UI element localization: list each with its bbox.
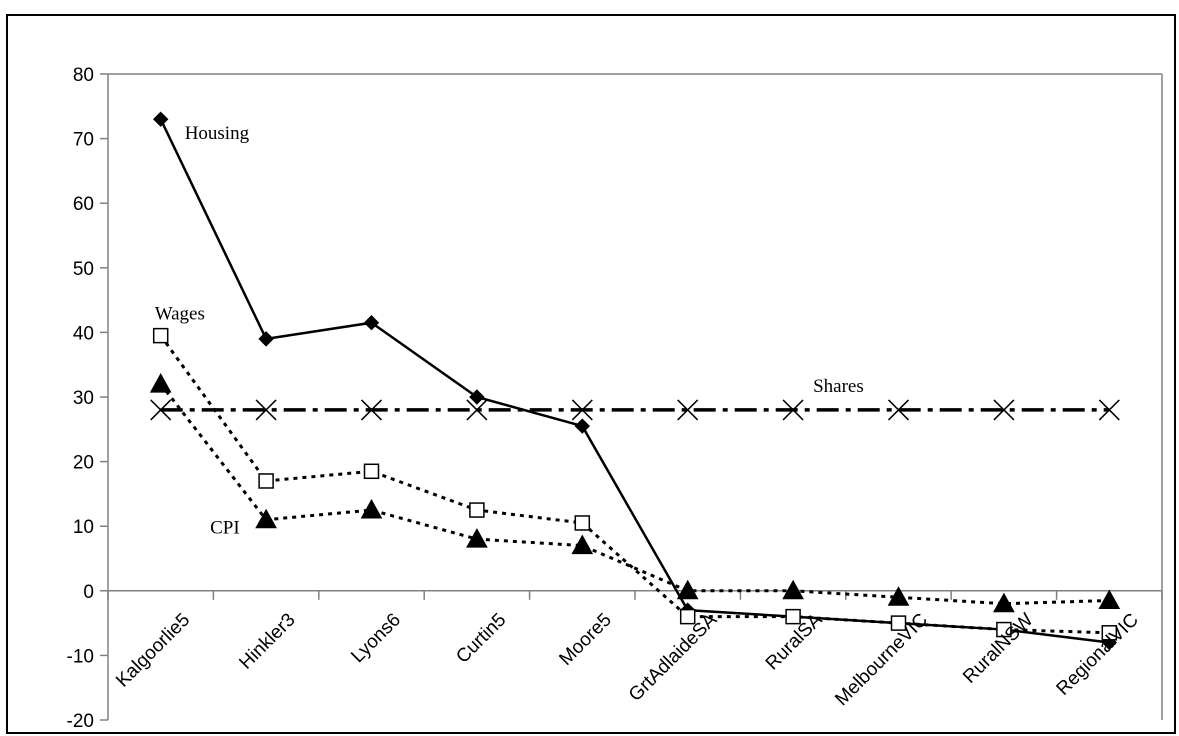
point-housing	[469, 389, 485, 405]
point-wages	[363, 463, 380, 480]
point-housing	[258, 331, 274, 347]
series-label-housing: Housing	[185, 123, 250, 144]
point-cpi	[1098, 589, 1121, 609]
point-housing	[574, 418, 591, 434]
point-shares	[993, 399, 1015, 421]
point-shares	[782, 399, 804, 421]
point-shares	[571, 399, 593, 421]
y-tick-label: 0	[83, 582, 94, 603]
point-cpi	[571, 534, 594, 555]
point-shares	[150, 399, 172, 421]
y-tick-label: 40	[73, 323, 94, 344]
x-tick-label: Lyons6	[347, 609, 405, 667]
y-tick-label: 30	[73, 388, 94, 409]
x-marker-stroke	[887, 399, 910, 421]
series-lines	[159, 118, 1110, 644]
series-line-housing	[159, 118, 1110, 644]
point-wages	[996, 621, 1012, 638]
point-housing	[152, 111, 169, 127]
point-shares	[887, 399, 910, 421]
x-tick-label: Kalgoorlie5	[112, 609, 194, 691]
point-shares	[1098, 399, 1120, 421]
y-tick-label: 50	[73, 259, 94, 280]
y-tick-label: 80	[73, 65, 94, 86]
x-marker-stroke	[782, 399, 804, 421]
x-marker-stroke	[150, 399, 172, 421]
point-wages	[785, 608, 801, 625]
x-tick-label: Moore5	[555, 609, 615, 669]
point-shares	[360, 399, 383, 421]
point-wages	[574, 515, 591, 531]
x-marker-stroke	[360, 399, 383, 421]
point-cpi	[887, 586, 910, 606]
point-cpi	[782, 579, 804, 600]
y-tick-label: 70	[73, 130, 94, 151]
series-markers	[149, 111, 1121, 651]
y-tick-label: 60	[73, 194, 94, 215]
axes: -20 -10 0 10 20 30 40 50 60 70 80	[67, 65, 1163, 732]
point-shares	[677, 399, 699, 421]
point-wages	[1101, 625, 1118, 641]
point-shares	[255, 399, 277, 421]
point-cpi	[360, 499, 383, 519]
x-tick-label: Curtin5	[452, 609, 510, 667]
point-cpi	[676, 579, 699, 600]
point-wages	[890, 615, 907, 631]
point-wages	[152, 327, 169, 344]
y-tick-label: -20	[67, 711, 94, 732]
series-line-wages	[159, 334, 1110, 635]
y-tick-label: 10	[73, 517, 94, 538]
x-tick-label: MelbourneVIC	[831, 609, 932, 710]
x-tick-label: RegionalVIC	[1053, 609, 1143, 699]
y-tick-label: 20	[73, 453, 94, 474]
x-marker-stroke	[1098, 399, 1120, 421]
labels: Kalgoorlie5 Hinkler3 Lyons6 Curtin5 Moore5 Gr…	[112, 123, 1143, 710]
x-marker-stroke	[255, 399, 277, 421]
point-cpi	[993, 592, 1015, 613]
chart-frame	[6, 14, 1176, 734]
point-cpi	[149, 373, 172, 393]
series-label-shares: Shares	[813, 376, 864, 397]
point-wages	[679, 608, 696, 625]
point-shares	[466, 399, 488, 421]
x-marker-stroke	[466, 399, 488, 421]
x-marker-stroke	[677, 399, 699, 421]
point-cpi	[466, 528, 488, 548]
x-tick-label: RuralNSW	[959, 609, 1037, 687]
x-tick-label: Hinkler3	[235, 609, 299, 673]
series-label-wages: Wages	[155, 304, 205, 325]
x-marker-stroke	[571, 399, 593, 421]
point-housing	[363, 315, 380, 331]
x-tick-label: GrtAdlaideSA	[625, 609, 721, 705]
x-marker-stroke	[993, 399, 1015, 421]
point-wages	[469, 502, 485, 518]
point-wages	[258, 473, 274, 489]
series-label-cpi: CPI	[210, 518, 240, 539]
y-tick-label: -10	[67, 646, 94, 667]
point-cpi	[255, 508, 277, 529]
series-line-cpi	[159, 383, 1110, 606]
